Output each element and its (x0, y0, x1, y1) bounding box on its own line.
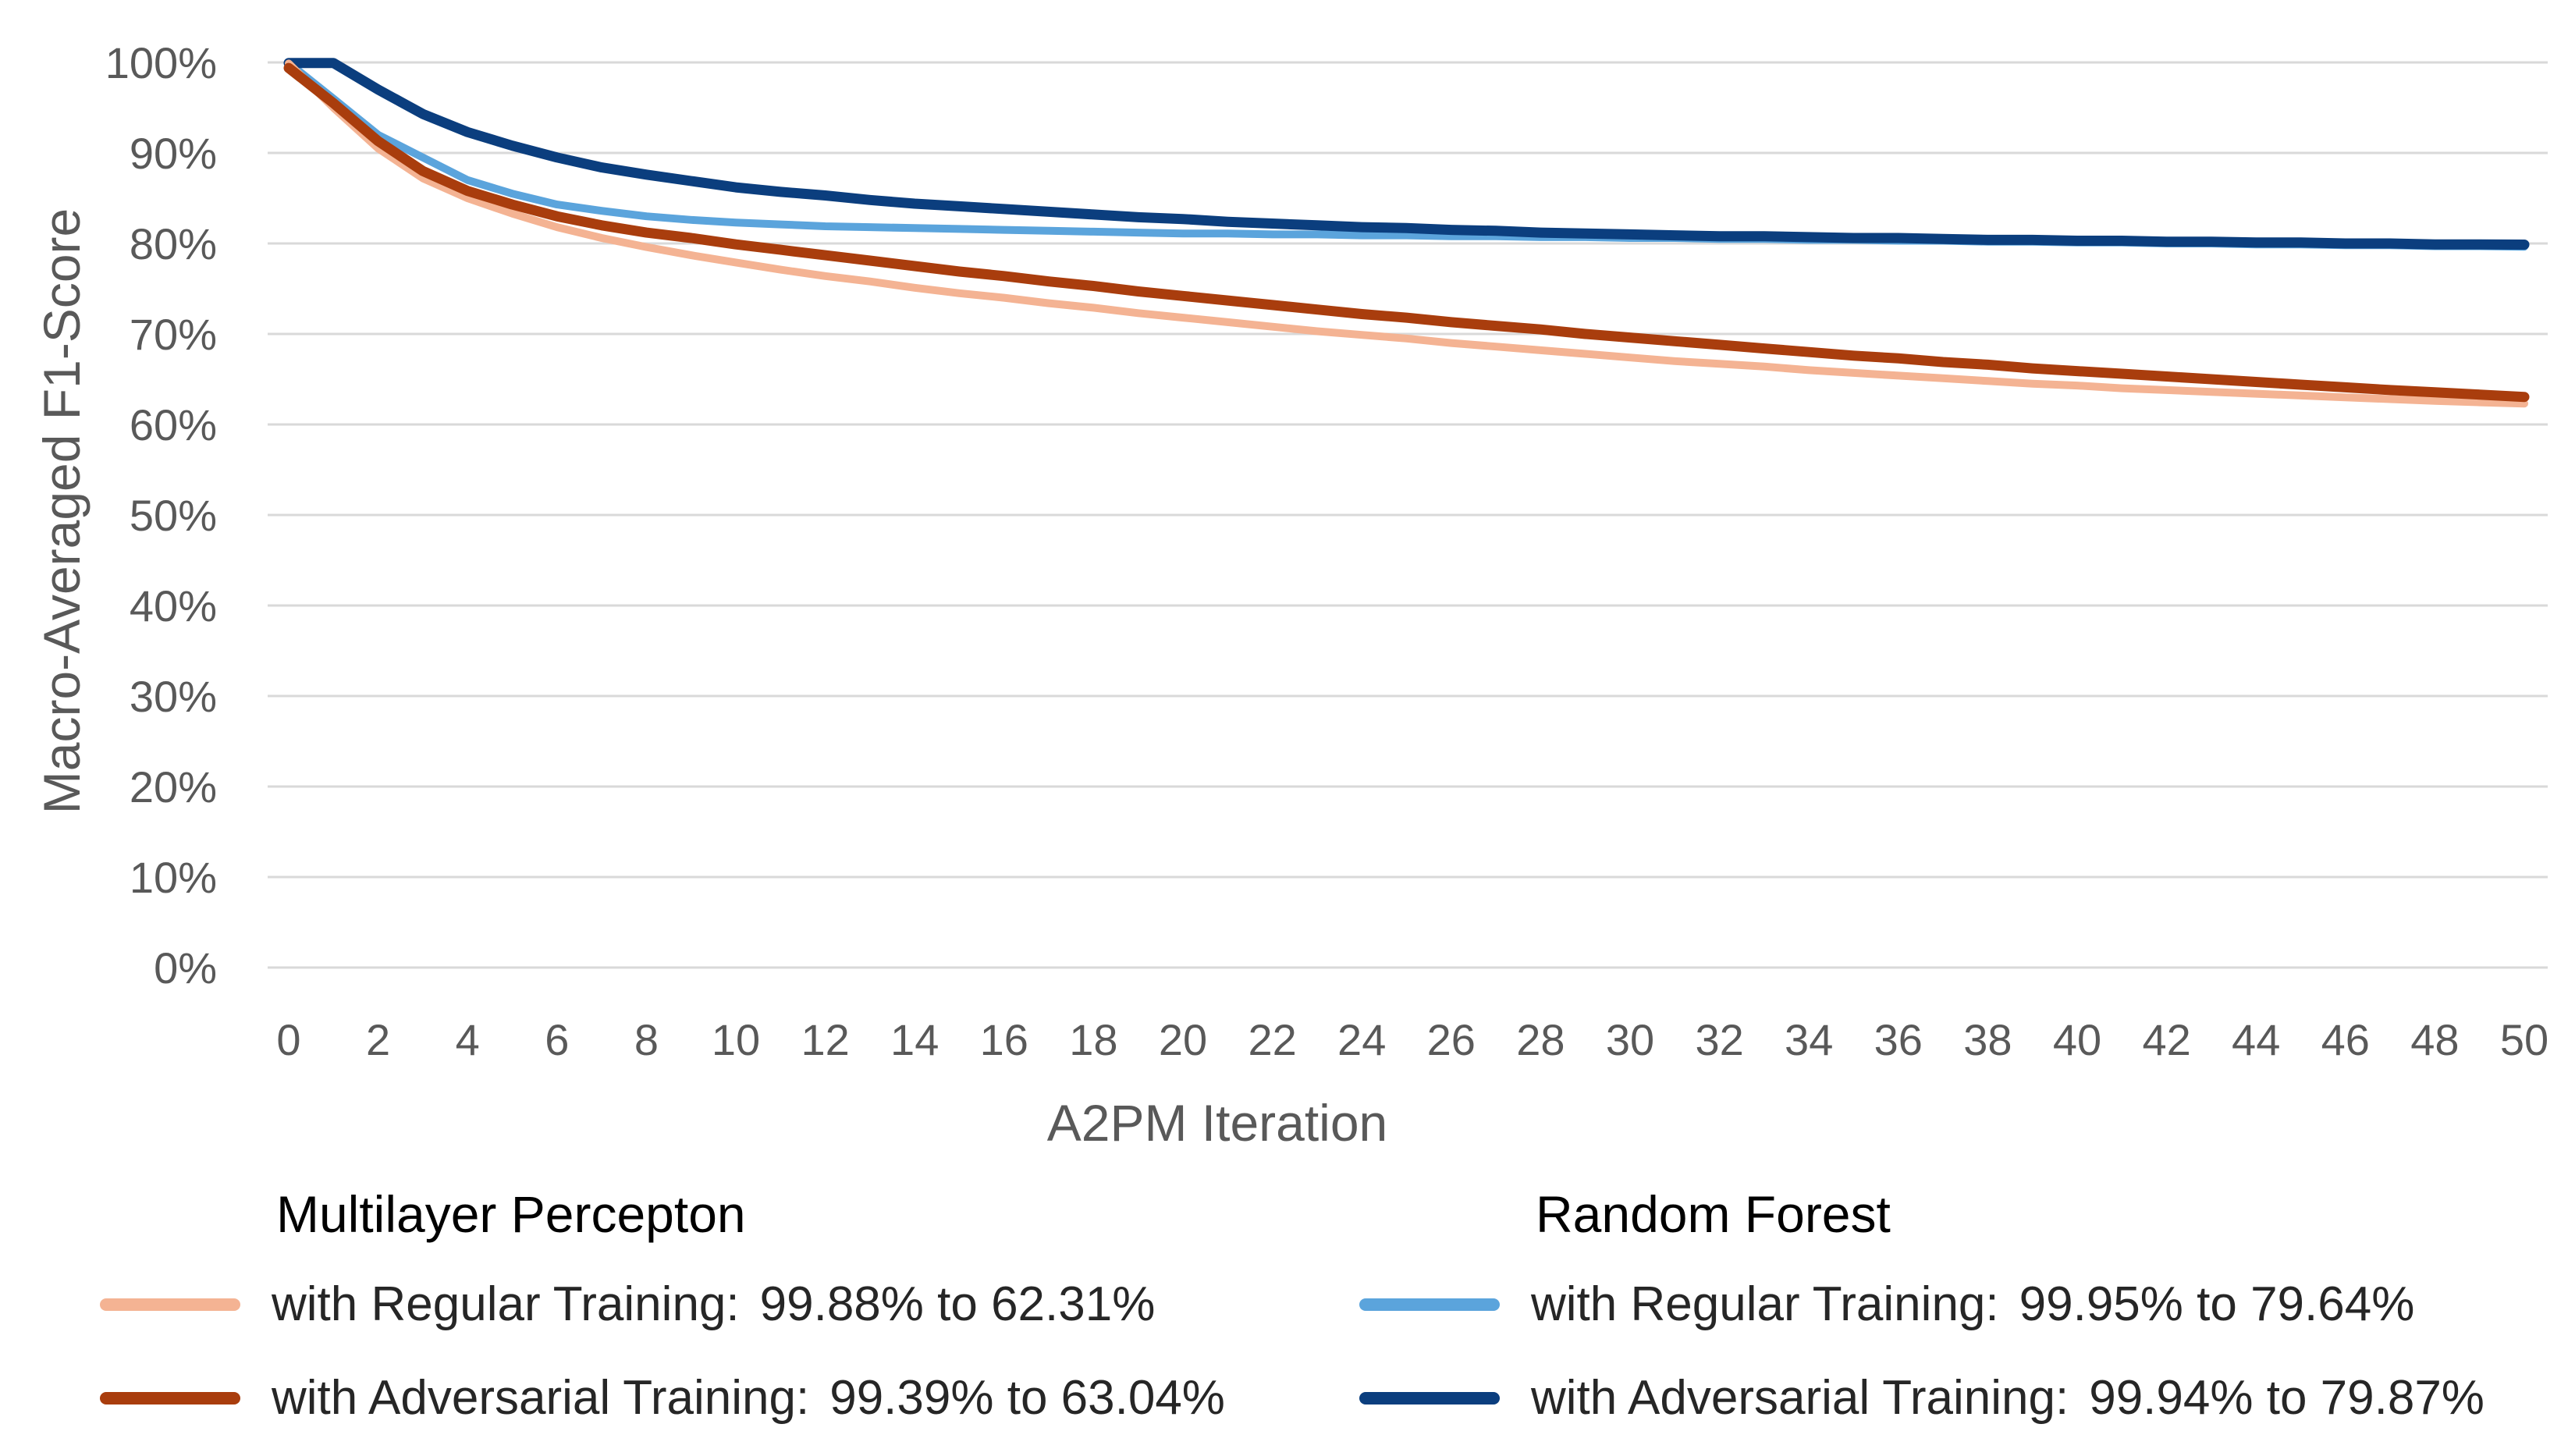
x-tick-label: 34 (1785, 1015, 1833, 1064)
x-tick-label: 46 (2321, 1015, 2370, 1064)
y-tick-label: 100% (105, 38, 217, 87)
y-tick-label: 0% (154, 943, 217, 993)
x-tick-label: 6 (545, 1015, 569, 1064)
series-line-random-forest-with-adversarial-training (283, 58, 2530, 250)
y-tick-label: 10% (130, 853, 217, 902)
gridlines (268, 61, 2548, 969)
y-tick-label: 90% (130, 129, 217, 178)
legend-swatch-mlp-regular (100, 1298, 240, 1311)
legend-swatch-rf-adversarial (1359, 1391, 1500, 1405)
legend-label: with Regular Training: (1531, 1277, 1999, 1331)
legend-range: 99.39% to 63.04% (829, 1371, 1225, 1425)
x-tick-label: 38 (1963, 1015, 2012, 1064)
series-line-random-forest-with-regular-training (285, 59, 2528, 251)
y-tick-label: 80% (130, 219, 217, 268)
x-tick-label: 8 (634, 1015, 659, 1064)
x-tick-label: 12 (801, 1015, 849, 1064)
series-line-multilayer-percepton-with-regular-training (285, 59, 2528, 408)
legend-item-rf-regular: with Regular Training: 99.95% to 79.64% (1359, 1277, 2414, 1332)
x-tick-label: 24 (1337, 1015, 1386, 1064)
legend: Multilayer Percepton with Regular Traini… (0, 1178, 2568, 1456)
x-tick-label: 14 (890, 1015, 939, 1064)
legend-swatch-mlp-adversarial (100, 1391, 240, 1405)
y-tick-label: 20% (130, 762, 217, 811)
x-tick-label: 0 (276, 1015, 300, 1064)
legend-swatch-rf-regular (1359, 1298, 1500, 1311)
x-axis-title: A2PM Iteration (1047, 1094, 1388, 1152)
legend-item-mlp-regular: with Regular Training: 99.88% to 62.31% (100, 1277, 1155, 1332)
x-tick-label: 28 (1516, 1015, 1565, 1064)
x-tick-label: 32 (1695, 1015, 1743, 1064)
x-tick-label: 20 (1159, 1015, 1207, 1064)
legend-range: 99.94% to 79.87% (2089, 1371, 2485, 1425)
legend-label: with Regular Training: (272, 1277, 740, 1331)
legend-range: 99.95% to 79.64% (2019, 1277, 2415, 1331)
x-tick-label: 4 (456, 1015, 480, 1064)
x-tick-label: 42 (2142, 1015, 2190, 1064)
x-tick-label: 50 (2500, 1015, 2548, 1064)
y-tick-label: 30% (130, 672, 217, 721)
y-tick-label: 40% (130, 581, 217, 630)
legend-range: 99.88% to 62.31% (759, 1277, 1156, 1331)
y-tick-label: 50% (130, 491, 217, 540)
x-tick-label: 48 (2410, 1015, 2459, 1064)
x-axis-ticks: 0 2 4 6 8 10 12 14 16 18 20 22 24 26 28 30 32 34 36 38 40 42 4… (276, 1015, 2548, 1064)
legend-item-rf-adversarial: with Adversarial Training: 99.94% to 79.… (1359, 1370, 2485, 1426)
series-line-multilayer-percepton-with-adversarial-training (283, 62, 2530, 403)
x-tick-label: 26 (1427, 1015, 1476, 1064)
x-tick-label: 2 (366, 1015, 390, 1064)
y-axis-ticks: 0% 10% 20% 30% 40% 50% 60% 70% 80% 90% 100% (105, 38, 217, 993)
y-tick-label: 60% (130, 400, 217, 449)
legend-label: with Adversarial Training: (272, 1371, 810, 1425)
legend-label: with Adversarial Training: (1531, 1371, 2069, 1425)
y-axis-title: Macro-Averaged F1-Score (33, 208, 91, 814)
legend-group-title-rf: Random Forest (1536, 1185, 1891, 1243)
x-tick-label: 22 (1248, 1015, 1296, 1064)
legend-group-title-mlp: Multilayer Percepton (276, 1185, 746, 1243)
x-tick-label: 10 (712, 1015, 760, 1064)
x-tick-label: 44 (2232, 1015, 2280, 1064)
x-tick-label: 36 (1874, 1015, 1923, 1064)
x-tick-label: 30 (1606, 1015, 1654, 1064)
x-tick-label: 40 (2053, 1015, 2101, 1064)
legend-item-mlp-adversarial: with Adversarial Training: 99.39% to 63.… (100, 1370, 1225, 1426)
x-tick-label: 18 (1069, 1015, 1117, 1064)
x-tick-label: 16 (980, 1015, 1028, 1064)
y-tick-label: 70% (130, 310, 217, 359)
series-lines (283, 58, 2530, 408)
